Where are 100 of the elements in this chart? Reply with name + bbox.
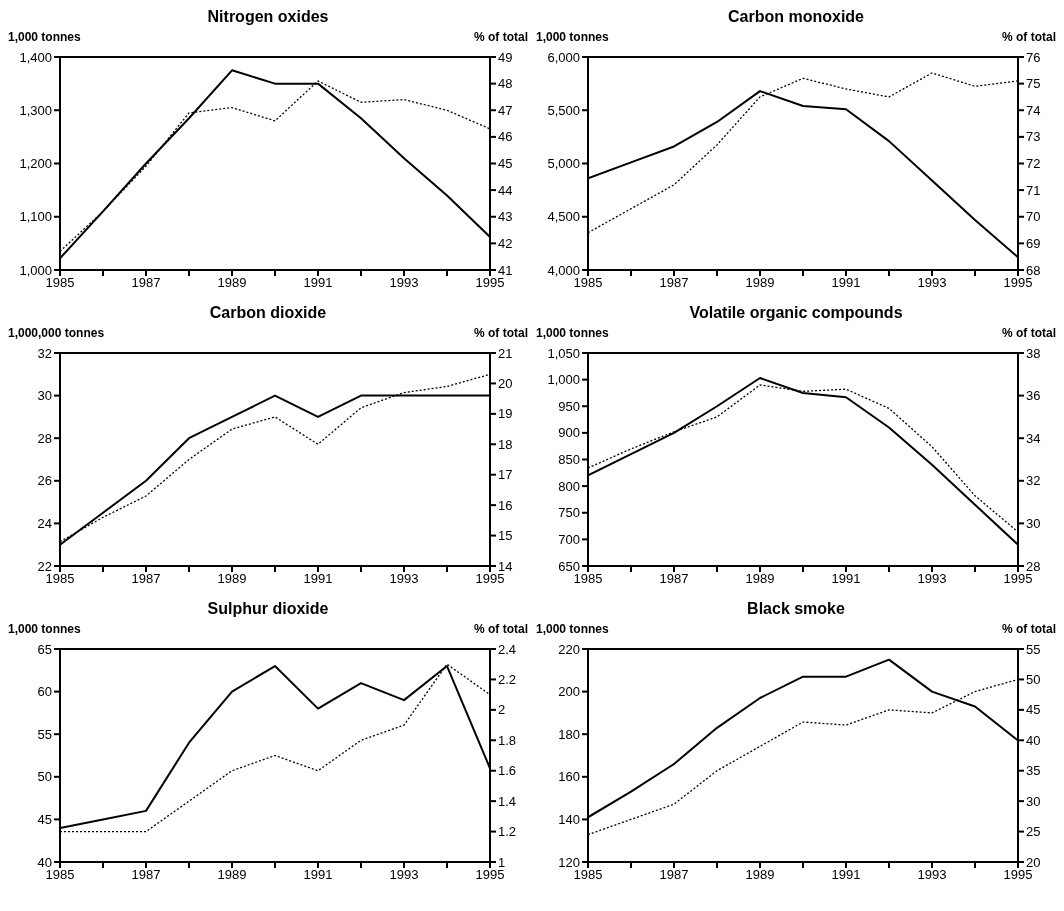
x-tick-label: 1987	[659, 275, 689, 291]
x-tick-label: 1991	[831, 571, 861, 587]
x-tick-label: 1989	[745, 571, 775, 587]
x-tick-label: 1995	[475, 867, 505, 883]
y-tick-label: 26	[37, 473, 52, 489]
y2-tick-label: 69	[1026, 235, 1041, 251]
x-tick-label: 1989	[745, 867, 775, 883]
x-tick-label: 1989	[217, 275, 247, 291]
y2-tick-label: 76	[1026, 49, 1041, 65]
y-tick-label: 750	[558, 505, 580, 521]
x-tick-label: 1991	[303, 275, 333, 291]
y2-tick-label: 20	[498, 376, 513, 392]
y-tick-label: 120	[558, 854, 580, 870]
x-tick-label: 1993	[917, 867, 947, 883]
y2-tick-label: 48	[498, 76, 513, 92]
y-tick-label: 650	[558, 558, 580, 574]
y2-axis-title: % of total	[1002, 30, 1056, 46]
x-tick-label: 1993	[917, 275, 947, 291]
y2-tick-label: 35	[1026, 763, 1041, 779]
y-tick-label: 45	[37, 812, 52, 828]
x-tick-label: 1993	[917, 571, 947, 587]
y2-tick-label: 1.4	[498, 793, 517, 809]
y-tick-label: 65	[37, 641, 52, 657]
y2-tick-label: 43	[498, 209, 513, 225]
y2-tick-label: 75	[1026, 76, 1041, 92]
x-tick-label: 1987	[131, 275, 161, 291]
y2-tick-label: 25	[1026, 824, 1041, 840]
y2-axis-title: % of total	[1002, 622, 1056, 638]
y2-tick-label: 45	[498, 156, 513, 172]
y2-tick-label: 30	[1026, 516, 1041, 532]
y-tick-label: 28	[37, 430, 52, 446]
y-tick-label: 900	[558, 425, 580, 441]
y-tick-label: 700	[558, 531, 580, 547]
y-tick-label: 180	[558, 726, 580, 742]
y-tick-label: 1,000	[547, 372, 580, 388]
x-tick-label: 1985	[573, 275, 603, 291]
y-tick-label: 22	[37, 558, 52, 574]
y2-tick-label: 34	[1026, 430, 1041, 446]
x-tick-label: 1993	[389, 571, 419, 587]
y2-tick-label: 16	[498, 497, 513, 513]
y-tick-label: 4,000	[547, 262, 580, 278]
y-tick-label: 60	[37, 684, 52, 700]
y2-tick-label: 73	[1026, 129, 1041, 145]
x-tick-label: 1985	[45, 867, 75, 883]
y-tick-label: 220	[558, 641, 580, 657]
x-tick-label: 1985	[45, 571, 75, 587]
y2-tick-label: 18	[498, 436, 513, 452]
y2-tick-label: 20	[1026, 854, 1041, 870]
y2-tick-label: 30	[1026, 793, 1041, 809]
x-tick-label: 1985	[573, 571, 603, 587]
y-axis-title: 1,000 tonnes	[8, 622, 81, 638]
y-tick-label: 140	[558, 812, 580, 828]
chart-title: Carbon dioxide	[208, 304, 328, 323]
y2-tick-label: 41	[498, 262, 513, 278]
x-tick-label: 1991	[831, 275, 861, 291]
y2-tick-label: 1	[498, 854, 506, 870]
x-tick-label: 1995	[1003, 275, 1033, 291]
y-tick-label: 55	[37, 726, 52, 742]
y2-tick-label: 44	[498, 182, 513, 198]
chart-title: Sulphur dioxide	[206, 600, 330, 619]
y2-tick-label: 32	[1026, 473, 1041, 489]
y2-tick-label: 68	[1026, 262, 1041, 278]
y2-tick-label: 49	[498, 49, 513, 65]
x-tick-label: 1991	[303, 571, 333, 587]
y2-tick-label: 28	[1026, 558, 1041, 574]
y2-tick-label: 74	[1026, 102, 1041, 118]
y2-tick-label: 71	[1026, 182, 1041, 198]
x-tick-label: 1987	[131, 867, 161, 883]
y-tick-label: 1,200	[19, 156, 52, 172]
y-tick-label: 1,300	[19, 102, 52, 118]
y-tick-label: 200	[558, 684, 580, 700]
y-axis-title: 1,000 tonnes	[536, 30, 609, 46]
y-axis-title: 1,000,000 tonnes	[8, 326, 105, 342]
y-axis-title: 1,000 tonnes	[536, 326, 609, 342]
y-tick-label: 800	[558, 478, 580, 494]
y2-tick-label: 46	[498, 129, 513, 145]
y2-axis-title: % of total	[1002, 326, 1056, 342]
y2-tick-label: 55	[1026, 641, 1041, 657]
x-tick-label: 1985	[573, 867, 603, 883]
y2-axis-title: % of total	[474, 326, 528, 342]
y-tick-label: 950	[558, 398, 580, 414]
y-tick-label: 160	[558, 769, 580, 785]
x-tick-label: 1989	[745, 275, 775, 291]
y2-tick-label: 1.8	[498, 732, 517, 748]
x-tick-label: 1995	[475, 275, 505, 291]
y2-tick-label: 40	[1026, 732, 1041, 748]
y2-tick-label: 1.6	[498, 763, 517, 779]
x-tick-label: 1989	[217, 867, 247, 883]
y-tick-label: 5,000	[547, 156, 580, 172]
y2-tick-label: 36	[1026, 388, 1041, 404]
y2-tick-label: 2.4	[498, 641, 517, 657]
chart-title: Carbon monoxide	[727, 8, 865, 27]
x-tick-label: 1987	[131, 571, 161, 587]
y-tick-label: 1,050	[547, 345, 580, 361]
y2-tick-label: 19	[498, 406, 513, 422]
y-tick-label: 1,400	[19, 49, 52, 65]
y2-tick-label: 21	[498, 345, 513, 361]
y2-tick-label: 38	[1026, 345, 1041, 361]
x-tick-label: 1985	[45, 275, 75, 291]
x-tick-label: 1991	[303, 867, 333, 883]
